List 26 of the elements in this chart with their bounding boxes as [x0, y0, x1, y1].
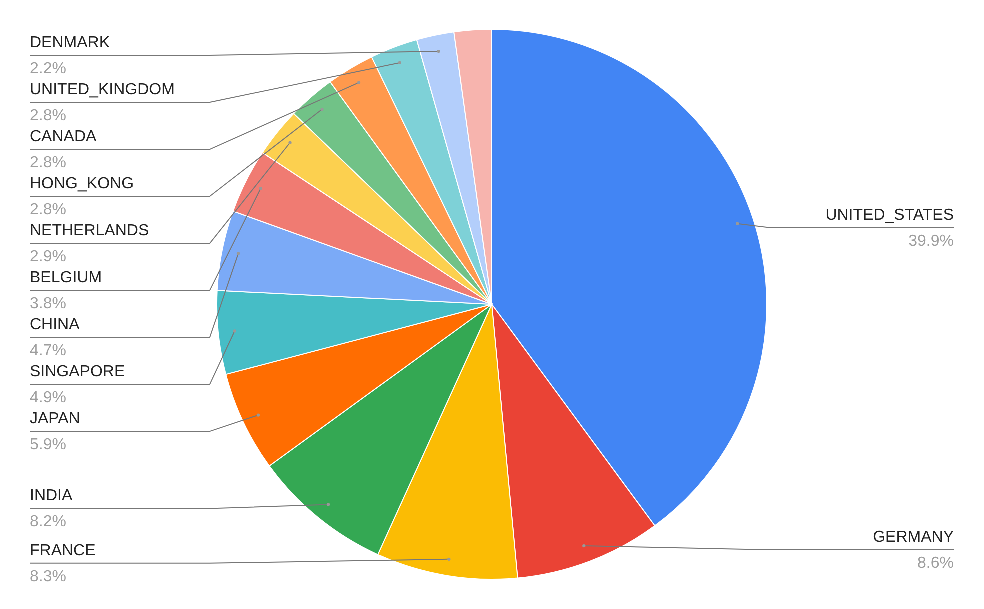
slice-label: NETHERLANDS	[30, 222, 150, 240]
data-label: 8.6%	[918, 555, 954, 572]
data-label: 2.9%	[30, 248, 66, 266]
data-label: 2.8%	[30, 202, 66, 219]
data-label: 5.9%	[30, 436, 66, 454]
slice-label: UNITED_STATES	[826, 206, 954, 224]
slice-label: BELGIUM	[30, 270, 102, 287]
slice-label: JAPAN	[30, 410, 80, 428]
slice-label: HONG_KONG	[30, 176, 134, 193]
data-label: 4.7%	[30, 342, 66, 360]
slice-label: CHINA	[30, 316, 80, 334]
data-label: 8.2%	[30, 514, 66, 531]
data-label: 4.9%	[30, 390, 66, 407]
slice-label: CANADA	[30, 128, 98, 146]
data-label: 39.9%	[908, 232, 954, 250]
slice-label: GERMANY	[873, 529, 954, 546]
slice-label: UNITED_KINGDOM	[30, 82, 175, 99]
data-label: 2.8%	[30, 108, 66, 125]
data-label: 8.3%	[30, 568, 66, 586]
data-label: 2.8%	[30, 154, 66, 172]
slice-label: DENMARK	[30, 34, 110, 52]
slice-label: INDIA	[30, 488, 73, 505]
data-label: 2.2%	[30, 60, 66, 78]
data-label: 3.8%	[30, 296, 66, 313]
slice-label: SINGAPORE	[30, 364, 126, 381]
slice-label: FRANCE	[30, 542, 96, 560]
